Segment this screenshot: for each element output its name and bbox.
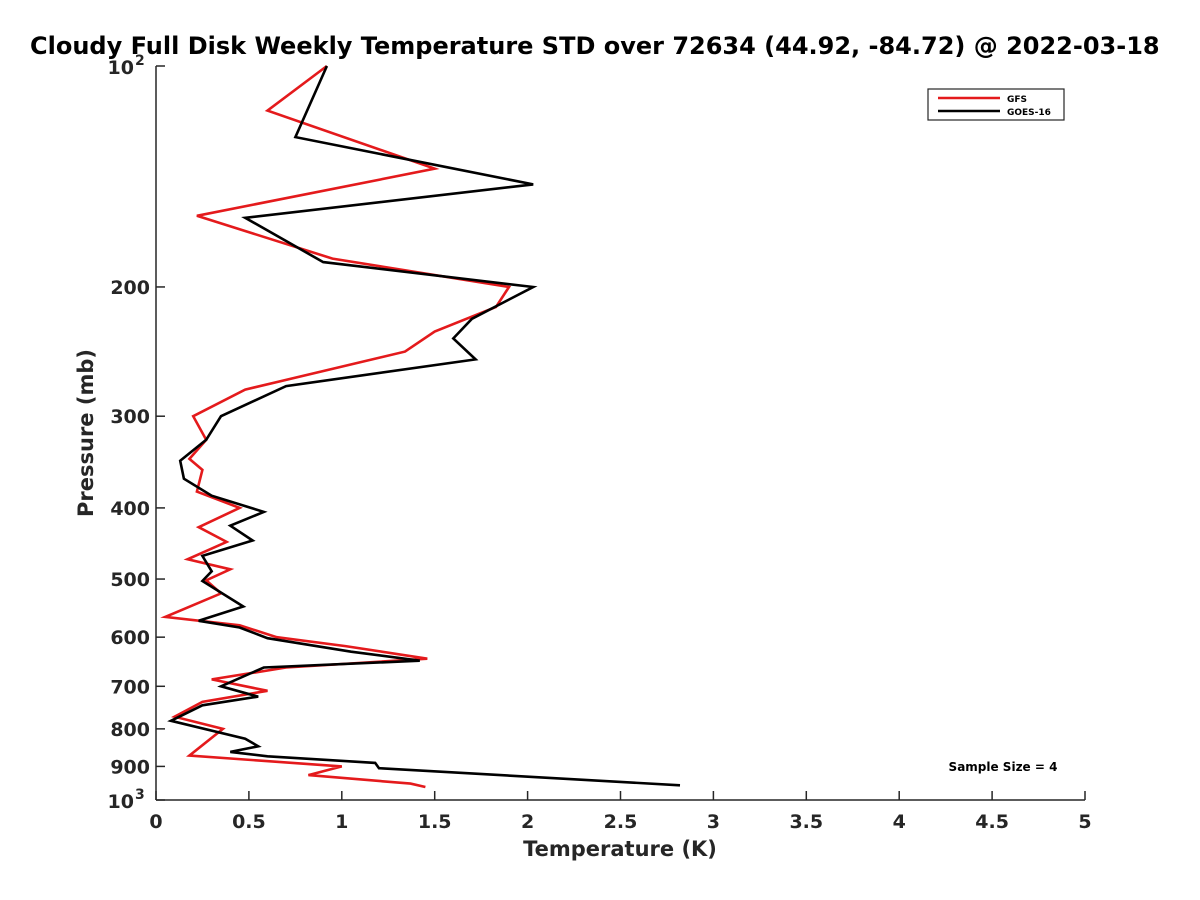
- y-tick-label: 10: [108, 791, 134, 813]
- x-tick-label: 4.5: [975, 811, 1009, 833]
- y-tick-label: 300: [110, 406, 150, 428]
- x-tick-label: 1: [335, 811, 348, 833]
- y-tick-exponent: 2: [135, 53, 145, 69]
- x-tick-label: 3.5: [789, 811, 823, 833]
- series-layer: [160, 64, 681, 789]
- plot-area: [156, 66, 1085, 800]
- y-tick-label: 800: [110, 719, 150, 741]
- y-tick-exponent: 3: [135, 787, 145, 803]
- y-tick-label: 10: [108, 57, 134, 79]
- x-tick-label: 3: [707, 811, 720, 833]
- x-ticks: 0 0.5 1 1.5 2 2.5 3 3.5 4 4.5 5: [149, 791, 1092, 833]
- y-tick-label: 600: [110, 627, 150, 649]
- x-tick-label: 2: [521, 811, 534, 833]
- y-tick-label: 400: [110, 498, 150, 520]
- x-tick-label: 0.5: [232, 811, 266, 833]
- y-axis-label: Pressure (mb): [74, 349, 98, 517]
- x-tick-label: 2.5: [604, 811, 638, 833]
- y-tick-label: 900: [110, 756, 150, 778]
- legend: GFS GOES-16: [927, 88, 1065, 121]
- legend-label: GOES-16: [1007, 108, 1051, 118]
- y-tick-label: 200: [110, 277, 150, 299]
- legend-box: [927, 88, 1065, 121]
- x-tick-label: 4: [893, 811, 906, 833]
- series-line-goes-16: [167, 65, 681, 787]
- legend-label: GFS: [1007, 95, 1027, 105]
- sample-size-annotation: Sample Size = 4: [949, 760, 1058, 774]
- x-tick-label: 0: [149, 811, 162, 833]
- x-tick-label: 5: [1078, 811, 1091, 833]
- y-tick-label: 700: [110, 676, 150, 698]
- chart-title: Cloudy Full Disk Weekly Temperature STD …: [30, 32, 1160, 60]
- x-axis-label: Temperature (K): [523, 837, 717, 861]
- x-tick-label: 1.5: [418, 811, 452, 833]
- y-tick-label: 500: [110, 569, 150, 591]
